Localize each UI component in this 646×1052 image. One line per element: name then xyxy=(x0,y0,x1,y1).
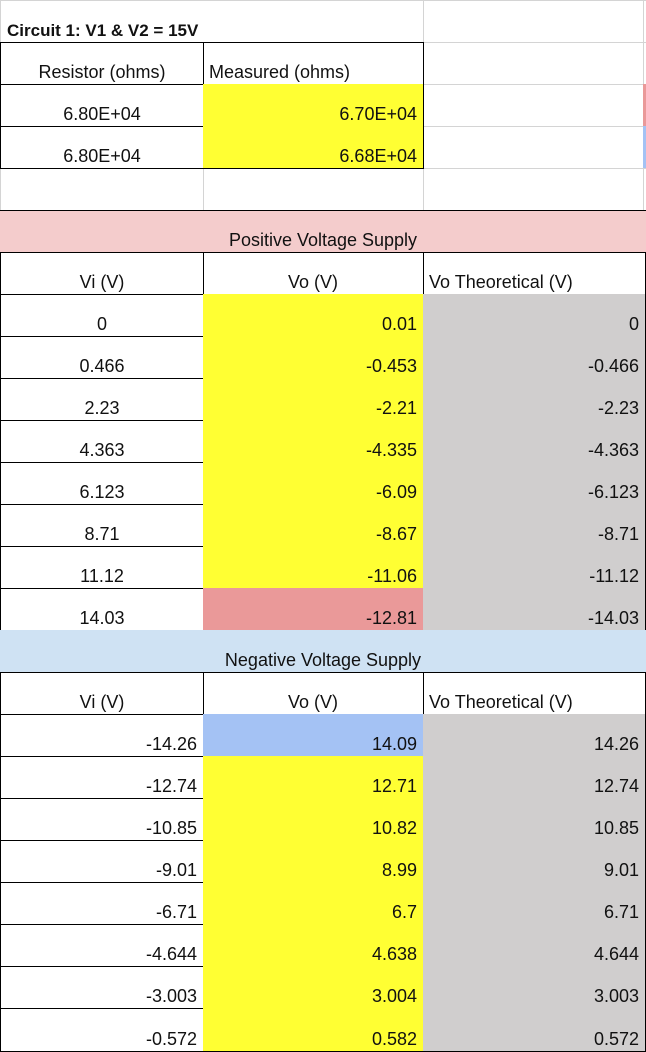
vo-theoretical-cell: 3.003 xyxy=(423,966,646,1009)
table-row: -9.01 8.99 9.01 xyxy=(0,840,646,883)
resistor-row: 6.80E+04 6.68E+04 xyxy=(0,126,646,169)
table-row: 8.71 -8.67 -8.71 xyxy=(0,504,646,547)
vo-header: Vo (V) xyxy=(203,672,424,715)
table-row: -12.74 12.71 12.74 xyxy=(0,756,646,799)
flag-mark-red xyxy=(643,84,646,126)
vo-theoretical-header: Vo Theoretical (V) xyxy=(423,252,646,295)
vo-theoretical-cell: 9.01 xyxy=(423,840,646,883)
vo-theoretical-cell: -11.12 xyxy=(423,546,646,589)
table-row: -0.572 0.582 0.572 xyxy=(0,1008,646,1052)
positive-supply-band: Positive Voltage Supply xyxy=(0,210,646,253)
vo-header: Vo (V) xyxy=(203,252,424,295)
vi-cell: 4.363 xyxy=(0,420,204,463)
vo-cell: 12.71 xyxy=(203,756,424,799)
table-row: 14.03 -12.81 -14.03 xyxy=(0,588,646,631)
resistor-header-row: Resistor (ohms) Measured (ohms) xyxy=(0,42,646,85)
measured-header: Measured (ohms) xyxy=(203,42,424,85)
negative-header-row: Vi (V) Vo (V) Vo Theoretical (V) xyxy=(0,672,646,715)
vi-cell: -9.01 xyxy=(0,840,204,883)
vi-header: Vi (V) xyxy=(0,672,204,715)
vo-theoretical-cell: -0.466 xyxy=(423,336,646,379)
vi-cell: 8.71 xyxy=(0,504,204,547)
vo-theoretical-cell: 12.74 xyxy=(423,756,646,799)
vi-cell: 11.12 xyxy=(0,546,204,589)
vo-cell: -11.06 xyxy=(203,546,424,589)
vi-cell: -6.71 xyxy=(0,882,204,925)
resistor-nominal: 6.80E+04 xyxy=(0,84,204,127)
table-row: -3.003 3.004 3.003 xyxy=(0,966,646,1009)
vi-cell: 2.23 xyxy=(0,378,204,421)
vo-theoretical-cell: 10.85 xyxy=(423,798,646,841)
table-row: -4.644 4.638 4.644 xyxy=(0,924,646,967)
vo-cell: 0.582 xyxy=(203,1008,424,1052)
table-row: 4.363 -4.335 -4.363 xyxy=(0,420,646,463)
resistor-header: Resistor (ohms) xyxy=(0,42,204,85)
vo-theoretical-cell: 6.71 xyxy=(423,882,646,925)
vo-theoretical-cell: -2.23 xyxy=(423,378,646,421)
table-row: 11.12 -11.06 -11.12 xyxy=(0,546,646,589)
vo-theoretical-cell: -4.363 xyxy=(423,420,646,463)
vo-theoretical-cell: 4.644 xyxy=(423,924,646,967)
resistor-nominal: 6.80E+04 xyxy=(0,126,204,169)
vi-cell: -14.26 xyxy=(0,714,204,757)
flag-mark-blue xyxy=(643,126,646,168)
vo-cell: -2.21 xyxy=(203,378,424,421)
table-row: 6.123 -6.09 -6.123 xyxy=(0,462,646,505)
table-row: 0.466 -0.453 -0.466 xyxy=(0,336,646,379)
vo-cell-flagged: -12.81 xyxy=(203,588,424,631)
vo-theoretical-cell: 14.26 xyxy=(423,714,646,757)
vo-cell-flagged: 14.09 xyxy=(203,714,424,757)
vi-cell: -4.644 xyxy=(0,924,204,967)
vi-cell: -12.74 xyxy=(0,756,204,799)
vo-theoretical-cell: 0 xyxy=(423,294,646,337)
vo-cell: 0.01 xyxy=(203,294,424,337)
vo-theoretical-cell: -14.03 xyxy=(423,588,646,631)
negative-supply-band: Negative Voltage Supply xyxy=(0,630,646,673)
vo-theoretical-cell: -8.71 xyxy=(423,504,646,547)
positive-header-row: Vi (V) Vo (V) Vo Theoretical (V) xyxy=(0,252,646,295)
vo-cell: 6.7 xyxy=(203,882,424,925)
vi-cell: 14.03 xyxy=(0,588,204,631)
vo-cell: 8.99 xyxy=(203,840,424,883)
vo-cell: 4.638 xyxy=(203,924,424,967)
vo-theoretical-cell: 0.572 xyxy=(423,1008,646,1052)
vi-cell: 6.123 xyxy=(0,462,204,505)
vo-cell: 3.004 xyxy=(203,966,424,1009)
table-row: 0 0.01 0 xyxy=(0,294,646,337)
vi-cell: -0.572 xyxy=(0,1008,204,1052)
sheet-title: Circuit 1: V1 & V2 = 15V xyxy=(7,21,199,40)
vo-cell: -0.453 xyxy=(203,336,424,379)
vi-cell: 0 xyxy=(0,294,204,337)
resistor-measured: 6.70E+04 xyxy=(203,84,424,127)
vi-cell: 0.466 xyxy=(0,336,204,379)
table-row: -10.85 10.82 10.85 xyxy=(0,798,646,841)
table-row: -6.71 6.7 6.71 xyxy=(0,882,646,925)
vo-cell: -8.67 xyxy=(203,504,424,547)
resistor-row: 6.80E+04 6.70E+04 xyxy=(0,84,646,127)
vo-theoretical-header: Vo Theoretical (V) xyxy=(423,672,646,715)
vi-header: Vi (V) xyxy=(0,252,204,295)
title-row: Circuit 1: V1 & V2 = 15V xyxy=(0,0,646,42)
vi-cell: -10.85 xyxy=(0,798,204,841)
vo-cell: -6.09 xyxy=(203,462,424,505)
vo-cell: 10.82 xyxy=(203,798,424,841)
gridline xyxy=(0,0,646,1)
table-row: 2.23 -2.21 -2.23 xyxy=(0,378,646,421)
vo-cell: -4.335 xyxy=(203,420,424,463)
table-row: -14.26 14.09 14.26 xyxy=(0,714,646,757)
resistor-measured: 6.68E+04 xyxy=(203,126,424,169)
vi-cell: -3.003 xyxy=(0,966,204,1009)
vo-theoretical-cell: -6.123 xyxy=(423,462,646,505)
